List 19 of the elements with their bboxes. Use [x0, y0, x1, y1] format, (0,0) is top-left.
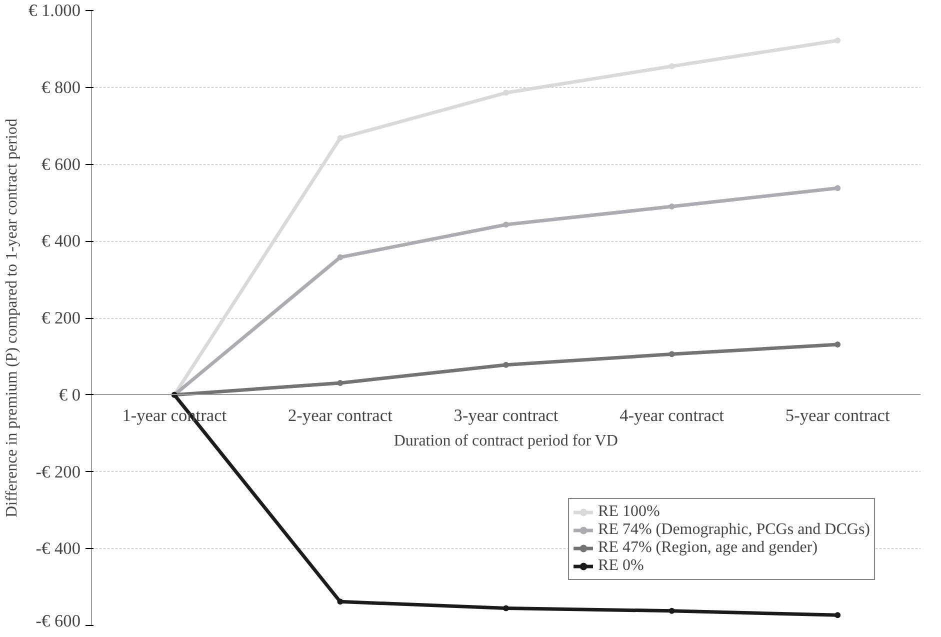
x-axis-title: Duration of contract period for VD — [394, 432, 618, 450]
x-tick-label: 2-year contract — [288, 406, 393, 425]
x-tick-label: 4-year contract — [620, 406, 724, 425]
y-tick-label: € 600 — [42, 154, 81, 174]
y-tick-label: -€ 200 — [36, 462, 81, 482]
y-tick-label: € 200 — [42, 308, 81, 328]
legend-label: RE 100% — [598, 503, 660, 521]
y-tick-label: € 400 — [42, 232, 81, 251]
x-tick-label: 5-year contract — [785, 406, 890, 425]
y-tick-label: € 0 — [58, 385, 81, 404]
y-tick-label: € 1.000 — [28, 1, 80, 20]
y-tick-label: € 800 — [42, 78, 81, 97]
y-tick-label: -€ 400 — [36, 539, 81, 558]
x-tick-label: 3-year contract — [454, 406, 558, 425]
legend-label: RE 47% (Region, age and gender) — [598, 539, 818, 557]
y-axis-title: Difference in premium (P) compared to 1-year contract period — [4, 118, 21, 518]
y-tick-label: -€ 600 — [36, 612, 81, 630]
legend-label: RE 74% (Demographic, PCGs and DCGs) — [598, 521, 870, 539]
legend-label: RE 0% — [598, 557, 644, 575]
